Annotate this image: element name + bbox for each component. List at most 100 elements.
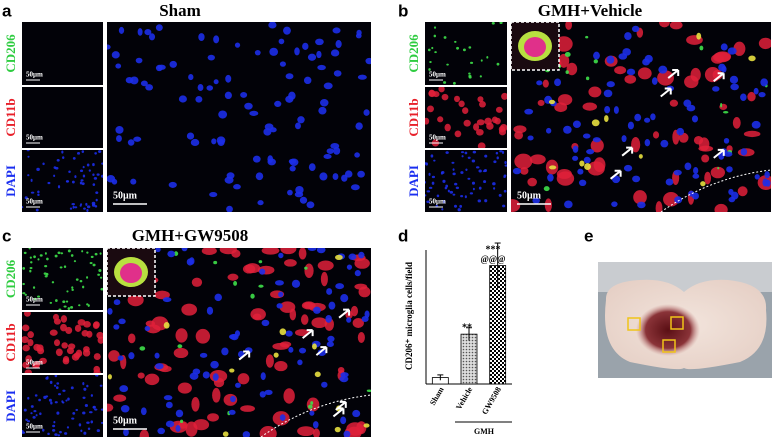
cell: [364, 310, 370, 319]
cell: [312, 306, 321, 314]
cell: [111, 51, 120, 59]
cell: [68, 170, 71, 173]
cell: [22, 266, 26, 270]
scale-label: 50μm: [429, 198, 446, 206]
cell: [520, 167, 529, 175]
cell: [514, 153, 533, 170]
cell: [65, 180, 70, 183]
micrograph: [22, 312, 103, 373]
cell: [284, 259, 297, 267]
cell: [593, 51, 600, 60]
cell: [79, 204, 82, 207]
cell: [93, 321, 100, 329]
cell: [486, 56, 489, 59]
cell: [210, 360, 219, 369]
cell: [197, 83, 204, 92]
cell: [42, 428, 45, 432]
cell: [312, 428, 320, 437]
cell: [444, 123, 451, 132]
cell: [70, 254, 74, 257]
bar: [460, 333, 478, 385]
cell: [154, 352, 160, 359]
cell: [65, 300, 69, 303]
cell: [300, 314, 309, 325]
cell: [357, 170, 365, 178]
cell: [66, 290, 69, 293]
cell: [144, 28, 152, 36]
cell: [95, 191, 99, 195]
cell: [85, 202, 88, 206]
cell: [99, 384, 103, 387]
cell: [175, 409, 184, 418]
cell: [484, 199, 488, 203]
cell: [315, 38, 324, 46]
cell: [265, 354, 274, 368]
group-label: GMH: [474, 427, 495, 436]
cell: [58, 308, 62, 310]
cell: [155, 24, 163, 32]
cell: [56, 382, 60, 385]
cell: [144, 325, 151, 332]
cell: [447, 189, 450, 193]
cell: [252, 313, 262, 320]
cell: [603, 89, 613, 98]
cell: [572, 145, 579, 153]
cell: [429, 60, 432, 64]
cell: [63, 265, 67, 268]
cell: [316, 50, 322, 59]
cell: [58, 393, 62, 396]
cell: [207, 54, 215, 61]
panel-label: d: [398, 226, 408, 245]
cell: [71, 286, 74, 289]
cell: [84, 404, 88, 407]
cell: [288, 158, 297, 165]
cell: [294, 191, 304, 198]
cell: [480, 59, 483, 62]
cell: [53, 421, 56, 424]
micrograph: [22, 150, 103, 212]
cell: [22, 344, 30, 352]
cell: [274, 361, 288, 372]
cell: [337, 366, 345, 374]
cell: [165, 420, 175, 428]
cell: [613, 106, 619, 114]
cell: [36, 344, 44, 352]
cell: [343, 430, 351, 437]
cell: [228, 409, 236, 415]
cell: [116, 135, 122, 142]
panel-label: c: [2, 226, 11, 245]
cell: [135, 57, 143, 64]
cell: [125, 76, 134, 84]
cell: [638, 154, 643, 159]
cell: [259, 268, 266, 275]
cell: [29, 269, 32, 273]
cell: [97, 273, 100, 276]
cell: [476, 119, 485, 126]
cell: [765, 179, 771, 187]
cell: [242, 264, 256, 274]
cell: [285, 330, 293, 337]
cell: [93, 365, 101, 373]
cell: [191, 397, 200, 412]
cell: [426, 200, 430, 204]
cell: [75, 278, 79, 281]
scale-label: 50μm: [113, 190, 138, 201]
cell: [582, 102, 598, 111]
cell: [346, 426, 362, 437]
cell: [74, 175, 77, 179]
cell: [586, 149, 595, 155]
cell: [267, 155, 274, 164]
cell: [467, 156, 471, 159]
cell: [433, 34, 437, 38]
cell: [673, 169, 682, 176]
cell: [583, 156, 591, 164]
cell: [257, 200, 264, 206]
cell: [624, 32, 632, 40]
cell: [27, 338, 34, 347]
scale-label: 50μm: [26, 198, 43, 206]
cell: [55, 386, 59, 390]
cell: [62, 300, 66, 304]
cell: [72, 205, 75, 209]
cell: [503, 175, 506, 179]
cell: [83, 387, 87, 391]
